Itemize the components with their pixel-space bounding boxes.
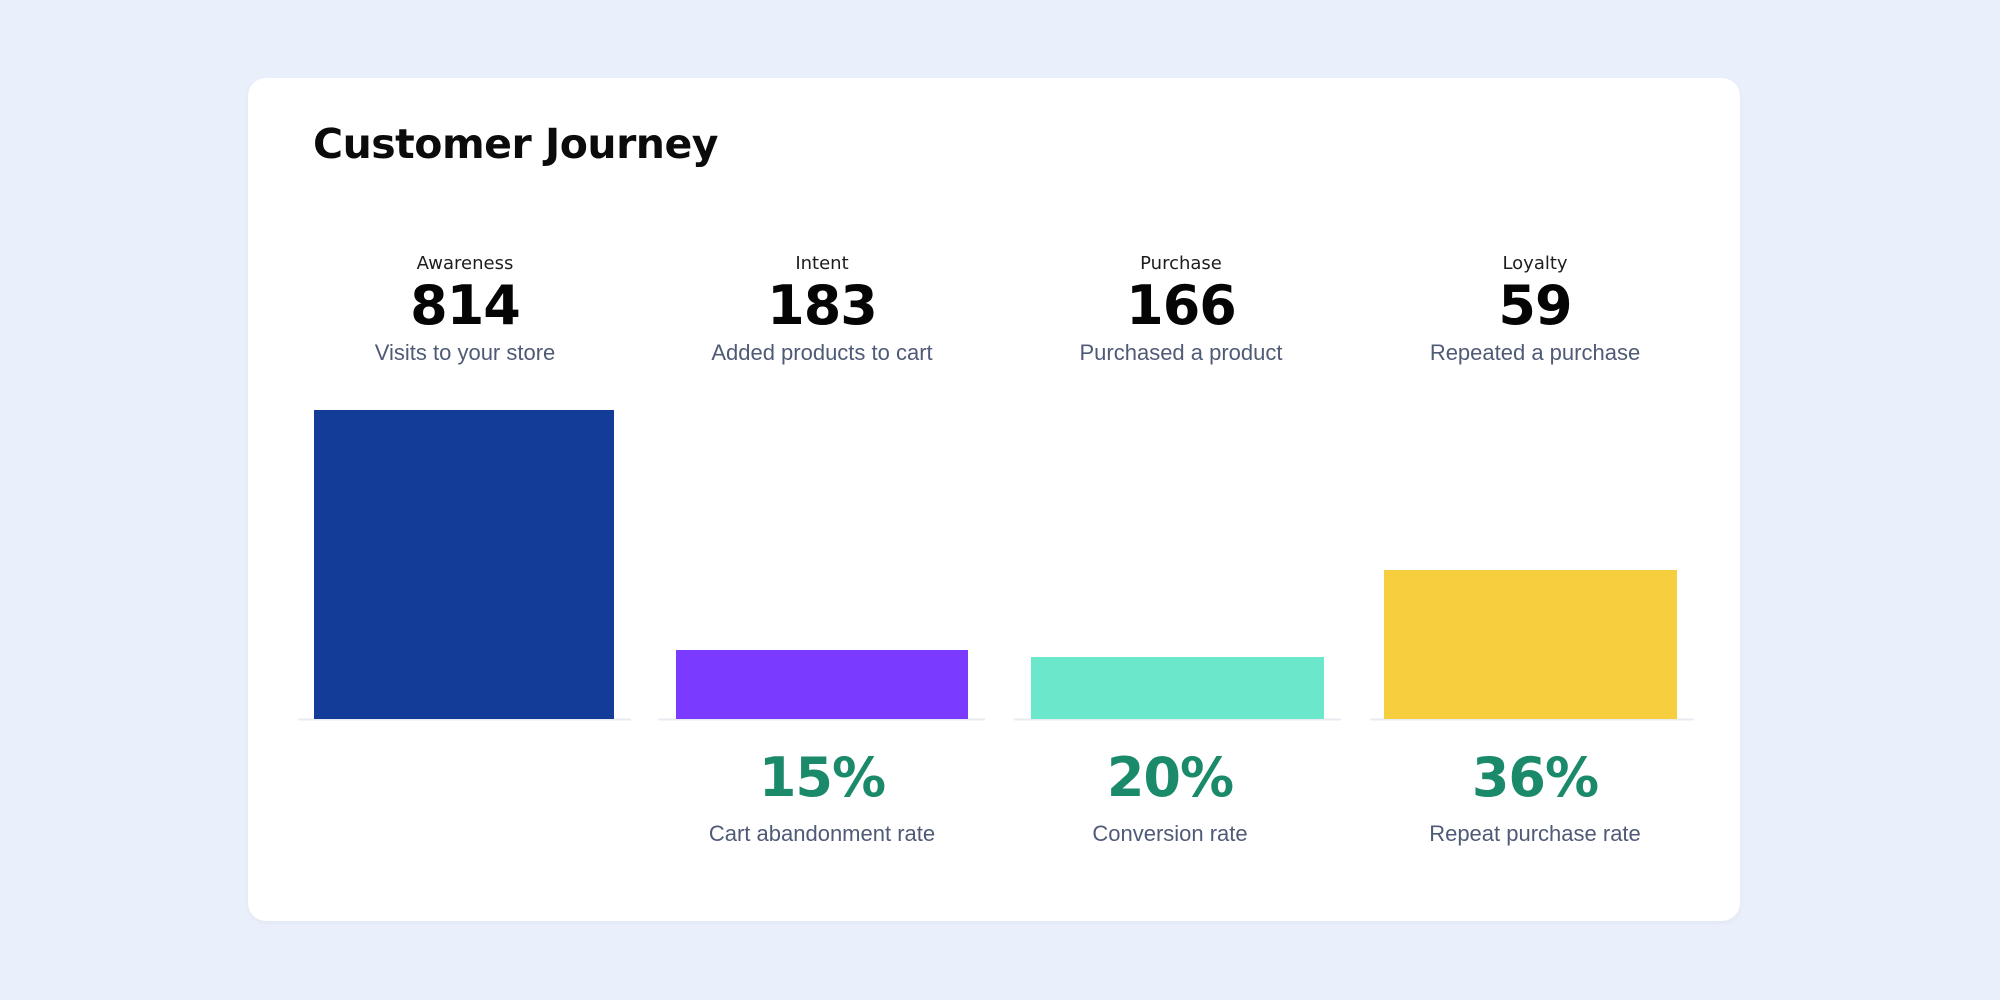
stage-description: Added products to cart — [711, 340, 933, 365]
rate-value: 36% — [1471, 746, 1599, 809]
rate-repeat-purchase: 36% Repeat purchase rate — [1380, 748, 1690, 848]
bar-awareness — [314, 410, 614, 719]
stage-value: 59 — [1498, 274, 1572, 337]
stage-label: Loyalty — [1502, 253, 1568, 274]
stage-purchase-header: Purchase 166 Purchased a product — [1031, 253, 1331, 367]
stage-awareness-header: Awareness 814 Visits to your store — [315, 253, 615, 367]
customer-journey-card: Customer Journey Awareness 814 Visits to… — [248, 78, 1740, 921]
stage-loyalty-header: Loyalty 59 Repeated a purchase — [1380, 253, 1690, 367]
card-title: Customer Journey — [313, 120, 719, 168]
stage-label: Awareness — [416, 253, 514, 274]
bar-purchase — [1031, 657, 1324, 719]
rate-conversion: 20% Conversion rate — [1020, 748, 1320, 848]
rate-label: Conversion rate — [1092, 821, 1248, 846]
rate-label: Cart abandonment rate — [708, 821, 936, 846]
stage-value: 814 — [410, 274, 521, 337]
stage-label: Purchase — [1140, 253, 1222, 274]
rate-value: 20% — [1106, 746, 1234, 809]
stage-value: 183 — [767, 274, 878, 337]
rate-label: Repeat purchase rate — [1429, 821, 1641, 846]
stage-description: Visits to your store — [374, 340, 556, 365]
bar-intent — [676, 650, 968, 719]
rate-cart-abandonment: 15% Cart abandonment rate — [672, 748, 972, 848]
stage-intent-header: Intent 183 Added products to cart — [672, 253, 972, 367]
stage-description: Repeated a purchase — [1429, 340, 1641, 365]
bar-loyalty — [1384, 570, 1677, 719]
stage-value: 166 — [1126, 274, 1237, 337]
rate-value: 15% — [758, 746, 886, 809]
stage-label: Intent — [795, 253, 849, 274]
stage-description: Purchased a product — [1079, 340, 1283, 365]
